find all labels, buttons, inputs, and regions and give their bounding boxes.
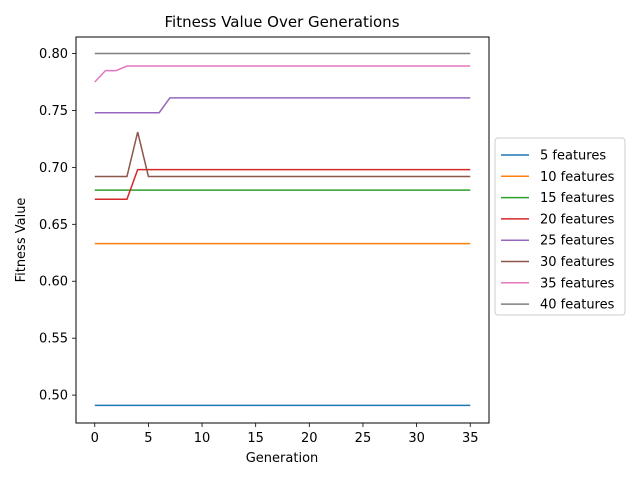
legend-label-3: 20 features [540, 212, 615, 227]
plot-area [94, 52, 471, 407]
series-line-5 [94, 131, 471, 178]
y-tick-label: 0.55 [39, 332, 68, 347]
y-tick-label: 0.70 [39, 161, 68, 176]
x-axis: 0 5 10 15 20 25 30 35 [91, 423, 479, 446]
y-tick-label: 0.65 [39, 218, 68, 233]
x-axis-label: Generation [246, 451, 319, 466]
x-tick-label: 10 [194, 431, 211, 446]
x-tick-label: 35 [462, 431, 479, 446]
series-line-4 [94, 97, 471, 114]
legend-label-6: 35 features [540, 276, 615, 291]
chart-title: Fitness Value Over Generations [164, 13, 399, 31]
plot-frame [75, 36, 490, 424]
x-tick-label: 0 [91, 431, 99, 446]
x-tick-label: 15 [247, 431, 264, 446]
legend-label-4: 25 features [540, 234, 615, 249]
y-axis: 0.50 0.55 0.60 0.65 0.70 0.75 0.80 [39, 47, 76, 404]
legend: 5 features 10 features 15 features 20 featu… [494, 137, 626, 316]
y-axis-label: Fitness Value [14, 198, 29, 283]
legend-label-7: 40 features [540, 298, 615, 313]
legend-label-0: 5 features [540, 149, 606, 164]
y-tick-label: 0.50 [39, 389, 68, 404]
x-tick-label: 5 [144, 431, 152, 446]
legend-frame [494, 137, 626, 316]
legend-label-2: 15 features [540, 191, 615, 206]
series-line-6 [94, 65, 471, 83]
y-tick-label: 0.75 [39, 104, 68, 119]
y-tick-label: 0.60 [39, 275, 68, 290]
x-tick-label: 30 [408, 431, 425, 446]
legend-label-1: 10 features [540, 170, 615, 185]
x-tick-label: 20 [301, 431, 318, 446]
series-line-3 [94, 168, 471, 201]
y-tick-label: 0.80 [39, 47, 68, 62]
x-tick-label: 25 [355, 431, 372, 446]
legend-label-5: 30 features [540, 255, 615, 270]
